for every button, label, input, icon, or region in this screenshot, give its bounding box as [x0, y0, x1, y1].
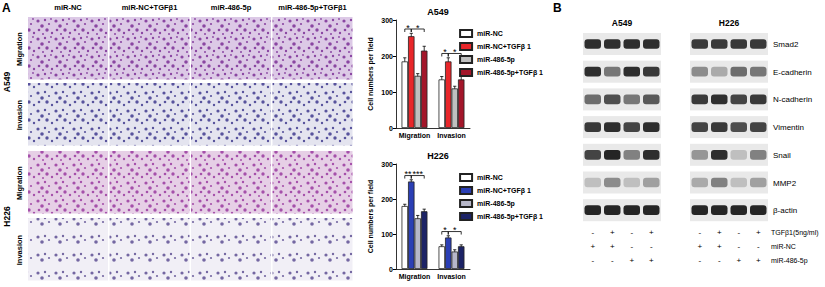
svg-text:+: + [590, 242, 595, 251]
svg-text:*: * [406, 23, 410, 33]
svg-text:miR-486-5p+TGFβ 1: miR-486-5p+TGFβ 1 [477, 213, 543, 221]
svg-text:A549: A549 [427, 7, 449, 17]
svg-text:A549: A549 [2, 72, 12, 93]
svg-text:300: 300 [381, 161, 393, 168]
svg-text:-: - [737, 228, 740, 237]
svg-text:+: + [649, 256, 654, 265]
svg-text:200: 200 [381, 196, 393, 203]
svg-text:miR-486-5p+TGFβ 1: miR-486-5p+TGFβ 1 [477, 69, 543, 77]
svg-text:Migration: Migration [399, 132, 431, 140]
svg-text:miR-NC: miR-NC [477, 30, 503, 37]
svg-text:Smad2: Smad2 [773, 40, 799, 49]
svg-text:*: * [443, 47, 447, 57]
svg-text:***: *** [412, 169, 423, 179]
svg-text:-: - [650, 242, 653, 251]
svg-text:MMP2: MMP2 [773, 179, 797, 188]
svg-text:miR-NC: miR-NC [54, 3, 82, 12]
svg-text:*: * [416, 23, 420, 33]
svg-text:Cell numbers per field: Cell numbers per field [367, 180, 375, 254]
svg-text:miR-486-5p: miR-486-5p [477, 200, 515, 208]
svg-text:Migration: Migration [15, 166, 24, 200]
svg-text:+: + [756, 228, 761, 237]
svg-text:-: - [591, 256, 594, 265]
svg-text:miR-NC: miR-NC [771, 243, 796, 250]
svg-text:-: - [630, 228, 633, 237]
svg-text:miR-486-5p: miR-486-5p [771, 257, 808, 265]
svg-text:Cell numbers per field: Cell numbers per field [367, 37, 375, 111]
svg-text:Migration: Migration [15, 32, 24, 66]
svg-text:Invasion: Invasion [15, 99, 24, 130]
svg-text:E-cadherin: E-cadherin [773, 68, 812, 77]
svg-text:H226: H226 [719, 18, 740, 28]
svg-text:-: - [718, 256, 721, 265]
svg-text:Snail: Snail [773, 151, 791, 160]
svg-text:*: * [453, 225, 457, 235]
svg-text:+: + [736, 256, 741, 265]
svg-text:miR-486-5p+TGFβ1: miR-486-5p+TGFβ1 [278, 3, 347, 12]
svg-text:+: + [756, 256, 761, 265]
svg-text:Migration: Migration [399, 273, 431, 281]
svg-text:miR-NC+TGFβ 1: miR-NC+TGFβ 1 [477, 187, 531, 195]
svg-text:H226: H226 [427, 151, 449, 161]
svg-text:H226: H226 [2, 206, 12, 227]
svg-text:N-cadherin: N-cadherin [773, 95, 812, 104]
svg-text:-: - [757, 242, 760, 251]
svg-text:Invasion: Invasion [437, 273, 465, 280]
svg-text:+: + [610, 228, 615, 237]
svg-text:100: 100 [381, 89, 393, 96]
svg-text:-: - [698, 256, 701, 265]
svg-text:Invasion: Invasion [437, 132, 465, 139]
svg-text:TGFβ1(5ng/ml): TGFβ1(5ng/ml) [771, 229, 819, 237]
svg-text:miR-NC+TGFβ 1: miR-NC+TGFβ 1 [477, 43, 531, 51]
svg-text:100: 100 [381, 231, 393, 238]
svg-text:A: A [2, 1, 11, 15]
svg-text:300: 300 [381, 17, 393, 24]
svg-text:miR-486-5p: miR-486-5p [477, 56, 515, 64]
svg-text:+: + [629, 256, 634, 265]
svg-text:200: 200 [381, 53, 393, 60]
svg-text:β-actin: β-actin [773, 206, 797, 215]
svg-text:+: + [610, 242, 615, 251]
svg-text:miR-NC: miR-NC [477, 174, 503, 181]
svg-text:0: 0 [389, 266, 393, 273]
svg-text:-: - [630, 242, 633, 251]
svg-text:*: * [443, 225, 447, 235]
svg-text:Vimentin: Vimentin [773, 123, 804, 132]
svg-text:+: + [649, 228, 654, 237]
svg-text:-: - [737, 242, 740, 251]
svg-text:-: - [591, 228, 594, 237]
svg-text:B: B [553, 1, 562, 15]
svg-text:0: 0 [389, 125, 393, 132]
svg-text:-: - [698, 228, 701, 237]
svg-text:miR-NC+TGFβ1: miR-NC+TGFβ1 [122, 3, 178, 12]
svg-text:-: - [611, 256, 614, 265]
svg-text:*: * [453, 47, 457, 57]
svg-text:miR-486-5p: miR-486-5p [211, 3, 252, 12]
svg-text:A549: A549 [612, 18, 633, 28]
svg-text:+: + [697, 242, 702, 251]
svg-text:+: + [717, 242, 722, 251]
svg-text:Invasion: Invasion [15, 234, 24, 265]
svg-text:+: + [717, 228, 722, 237]
